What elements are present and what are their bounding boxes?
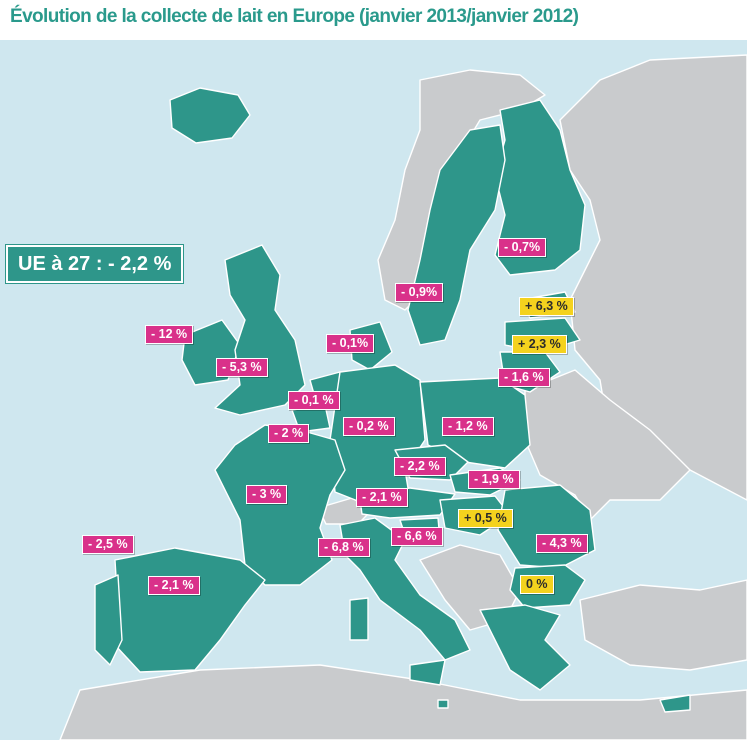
value-label-slovakia: - 1,9 %	[468, 470, 520, 489]
iceland-shape	[169, 87, 251, 144]
value-label-finland: - 0,7%	[498, 238, 547, 257]
sicily-shape	[409, 659, 446, 686]
map-title: Évolution de la collecte de lait en Euro…	[10, 6, 579, 27]
value-label-portugal: - 2,5 %	[82, 535, 134, 554]
cyprus-shape	[659, 694, 691, 713]
turkey-shape	[579, 579, 747, 671]
value-label-bulgaria: 0 %	[520, 575, 554, 594]
belarus-ukraine-shape	[524, 369, 691, 521]
value-label-austria: - 2,1 %	[356, 488, 408, 507]
value-label-estonia: + 6,3 %	[519, 297, 574, 316]
value-label-poland: - 1,2 %	[442, 417, 494, 436]
value-label-spain: - 2,1 %	[148, 576, 200, 595]
value-label-denmark: - 0,1%	[326, 334, 375, 353]
value-label-hungary: + 0,5 %	[458, 509, 513, 528]
value-label-latvia: + 2,3 %	[512, 335, 567, 354]
malta-shape	[437, 699, 449, 709]
value-label-slovenia: - 6,6 %	[391, 527, 443, 546]
value-label-italy: - 6,8 %	[318, 538, 370, 557]
map-shapes	[59, 54, 747, 740]
value-label-lithuania: - 1,6 %	[498, 368, 550, 387]
greece-shape	[479, 604, 571, 691]
sardinia-shape	[349, 597, 369, 641]
value-label-netherlands: - 0,1 %	[288, 391, 340, 410]
europe-map: UE à 27 : - 2,2 %	[0, 40, 747, 740]
value-label-united-kingdom: - 5,3 %	[216, 358, 268, 377]
value-label-france: - 3 %	[246, 485, 288, 504]
north-africa-shape	[59, 664, 747, 740]
portugal-shape	[94, 574, 123, 666]
value-label-ireland: - 12 %	[145, 325, 194, 344]
spain-shape	[114, 547, 266, 673]
value-label-romania: - 4,3 %	[536, 534, 588, 553]
value-label-czech-republic: - 2,2 %	[394, 457, 446, 476]
value-label-germany: - 0,2 %	[343, 417, 395, 436]
value-label-sweden: - 0,9%	[395, 283, 444, 302]
value-label-belgium: - 2 %	[268, 424, 310, 443]
uk-shape	[214, 244, 306, 416]
eu-total-badge: UE à 27 : - 2,2 %	[6, 245, 184, 283]
